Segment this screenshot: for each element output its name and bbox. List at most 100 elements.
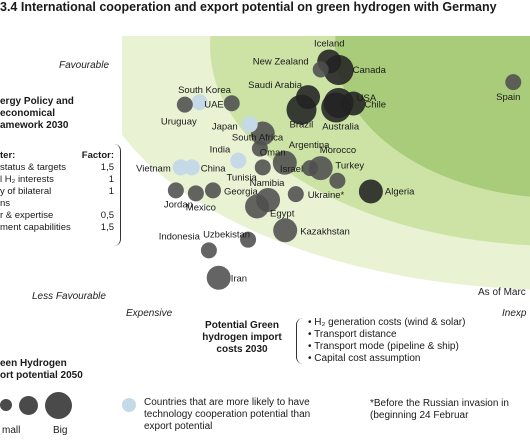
- footnote-line: (beginning 24 Februar: [370, 410, 469, 421]
- label-new-zealand: New Zealand: [253, 57, 309, 68]
- factor-row: ns: [0, 198, 114, 210]
- page-title: 3.4 International cooperation and export…: [0, 0, 497, 14]
- factor-col-factor: Factor:: [81, 150, 114, 161]
- potential-green-item: Transport distance: [308, 329, 465, 341]
- factor-label: l H₂ interests: [0, 174, 54, 185]
- label-morocco: Morocco: [320, 145, 356, 156]
- bubble-japan: [241, 116, 258, 133]
- label-argentina: Argentina: [289, 140, 330, 151]
- label-oman: Oman: [260, 148, 286, 159]
- label-chile: Chile: [364, 100, 386, 111]
- bubble-algeria: [358, 179, 383, 204]
- label-australia: Australia: [322, 122, 360, 133]
- label-south-africa: South Africa: [232, 133, 284, 144]
- label-south-korea: South Korea: [178, 85, 232, 96]
- size-legend-circle-medium: [19, 396, 38, 415]
- tech-cooperation-legend-dot: [122, 398, 136, 412]
- bubble-israel: [302, 160, 319, 177]
- bubble-spain: [505, 74, 522, 91]
- potential-green-item: H₂ generation costs (wind & solar): [308, 317, 465, 329]
- factor-label: status & targets: [0, 162, 67, 173]
- bubble-uae: [223, 95, 240, 112]
- label-kazakhstan: Kazakhstan: [300, 226, 350, 237]
- bubble-saudi-arabia: [296, 85, 321, 110]
- bubble-india: [230, 152, 247, 169]
- bubble-new-zealand: [312, 61, 329, 78]
- bubble-mexico: [187, 185, 204, 202]
- label-iran: Iran: [231, 274, 247, 285]
- factor-row: status & targets 1,5: [0, 162, 114, 174]
- bubble-uruguay: [176, 96, 193, 113]
- factor-label: ns: [0, 198, 11, 209]
- label-japan: Japan: [212, 121, 238, 132]
- label-uruguay: Uruguay: [161, 117, 197, 128]
- footnote: *Before the Russian invasion in (beginni…: [370, 398, 509, 422]
- potential-green-list: H₂ generation costs (wind & solar) Trans…: [308, 317, 465, 365]
- size-legend-heading-line: een Hydrogen: [0, 358, 67, 369]
- favourability-zones: [122, 36, 530, 304]
- bubble-ukraine: [287, 186, 304, 203]
- factor-label: r & expertise: [0, 210, 54, 221]
- bubble-south-korea: [191, 94, 208, 111]
- footnote-line: *Before the Russian invasion in: [370, 398, 509, 409]
- potential-green-title-line: hydrogen import: [202, 332, 282, 343]
- bubble-jordan: [167, 182, 184, 199]
- factor-row: ment capabilities 1,5: [0, 222, 114, 234]
- label-israel: Israel: [280, 164, 303, 175]
- label-ukraine: Ukraine*: [308, 190, 345, 201]
- size-legend-big-label: Big: [53, 425, 68, 436]
- factor-label: ment capabilities: [0, 222, 71, 233]
- bubble-tunisia: [254, 159, 271, 176]
- size-legend-circle-big: [45, 392, 72, 419]
- left-heading-line: amework 2030: [0, 120, 69, 131]
- zone-inner: [335, 36, 530, 197]
- bubble-china: [183, 159, 200, 176]
- label-georgia: Georgia: [224, 186, 259, 197]
- bubble-kazakhstan: [273, 218, 298, 243]
- bubble-iran: [206, 265, 231, 290]
- bubble-uzbekistan: [240, 231, 257, 248]
- factor-value: 1: [108, 174, 114, 185]
- left-heading-line: economical: [0, 108, 56, 119]
- label-india: India: [210, 145, 231, 156]
- as-of-note: As of Marc: [478, 287, 526, 298]
- bubble-chile: [341, 91, 366, 116]
- factor-row: y of bilateral 1: [0, 186, 114, 198]
- label-spain: Spain: [496, 92, 520, 103]
- label-china: China: [201, 163, 227, 174]
- factor-row: l H₂ interests 1: [0, 174, 114, 186]
- y-axis-top-label: Favourable: [59, 60, 110, 71]
- tech-cooperation-legend-text: Countries that are more likely to have t…: [144, 397, 311, 432]
- size-legend-circle-small: [0, 399, 12, 411]
- bubble-georgia: [204, 182, 221, 199]
- bubble-indonesia: [200, 242, 217, 259]
- factor-value: 1,5: [100, 162, 114, 173]
- x-axis-left-label: Expensive: [126, 308, 173, 319]
- label-jordan: Jordan: [164, 199, 193, 210]
- label-tunisia: Tunisia: [226, 172, 257, 183]
- potential-green-title: Potential Green hydrogen import costs 20…: [190, 320, 294, 356]
- bubble-turkey: [329, 172, 346, 189]
- label-saudi-arabia: Saudi Arabia: [248, 80, 303, 91]
- data-points: [167, 49, 522, 290]
- factor-table: ter: Factor: status & targets 1,5 l H₂ in…: [0, 150, 114, 234]
- label-uae: UAE: [204, 99, 224, 110]
- x-axis-right-label: Inexp: [502, 308, 527, 319]
- bubble-egypt: [245, 194, 270, 219]
- label-indonesia: Indonesia: [159, 231, 201, 242]
- bubble-argentina: [272, 150, 297, 175]
- factor-value: 0,5: [100, 210, 114, 221]
- left-panel-heading: ergy Policy and economical amework 2030: [0, 96, 74, 132]
- potential-green-title-line: Potential Green: [205, 320, 279, 331]
- size-legend-small-label: mall: [2, 425, 21, 436]
- potential-green-title-line: costs 2030: [216, 344, 268, 355]
- potential-green-item: Transport mode (pipeline & ship): [308, 341, 465, 353]
- label-brazil: Brazil: [290, 120, 314, 131]
- label-canada: Canada: [353, 65, 387, 76]
- factor-col-parameter: ter:: [0, 150, 16, 161]
- size-legend-heading: een Hydrogen ort potential 2050: [0, 358, 83, 382]
- factor-bracket: [114, 144, 121, 246]
- label-mexico: Mexico: [186, 202, 216, 213]
